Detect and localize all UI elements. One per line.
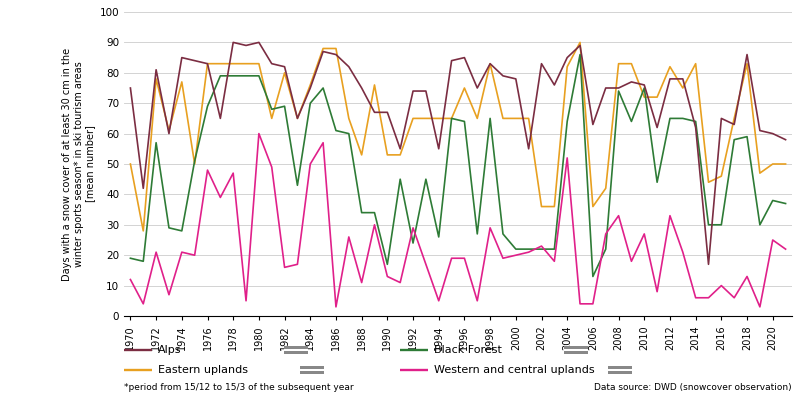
Text: Data source: DWD (snowcover observation): Data source: DWD (snowcover observation) [594,383,792,392]
Text: Black Forest: Black Forest [434,345,502,355]
Text: Western and central uplands: Western and central uplands [434,365,595,375]
Text: *period from 15/12 to 15/3 of the subsequent year: *period from 15/12 to 15/3 of the subseq… [124,383,354,392]
Y-axis label: Days with a snow cover of at least 30 cm in the
winter sports season* in ski tou: Days with a snow cover of at least 30 cm… [62,48,95,280]
Text: Eastern uplands: Eastern uplands [158,365,248,375]
Text: Alps: Alps [158,345,182,355]
